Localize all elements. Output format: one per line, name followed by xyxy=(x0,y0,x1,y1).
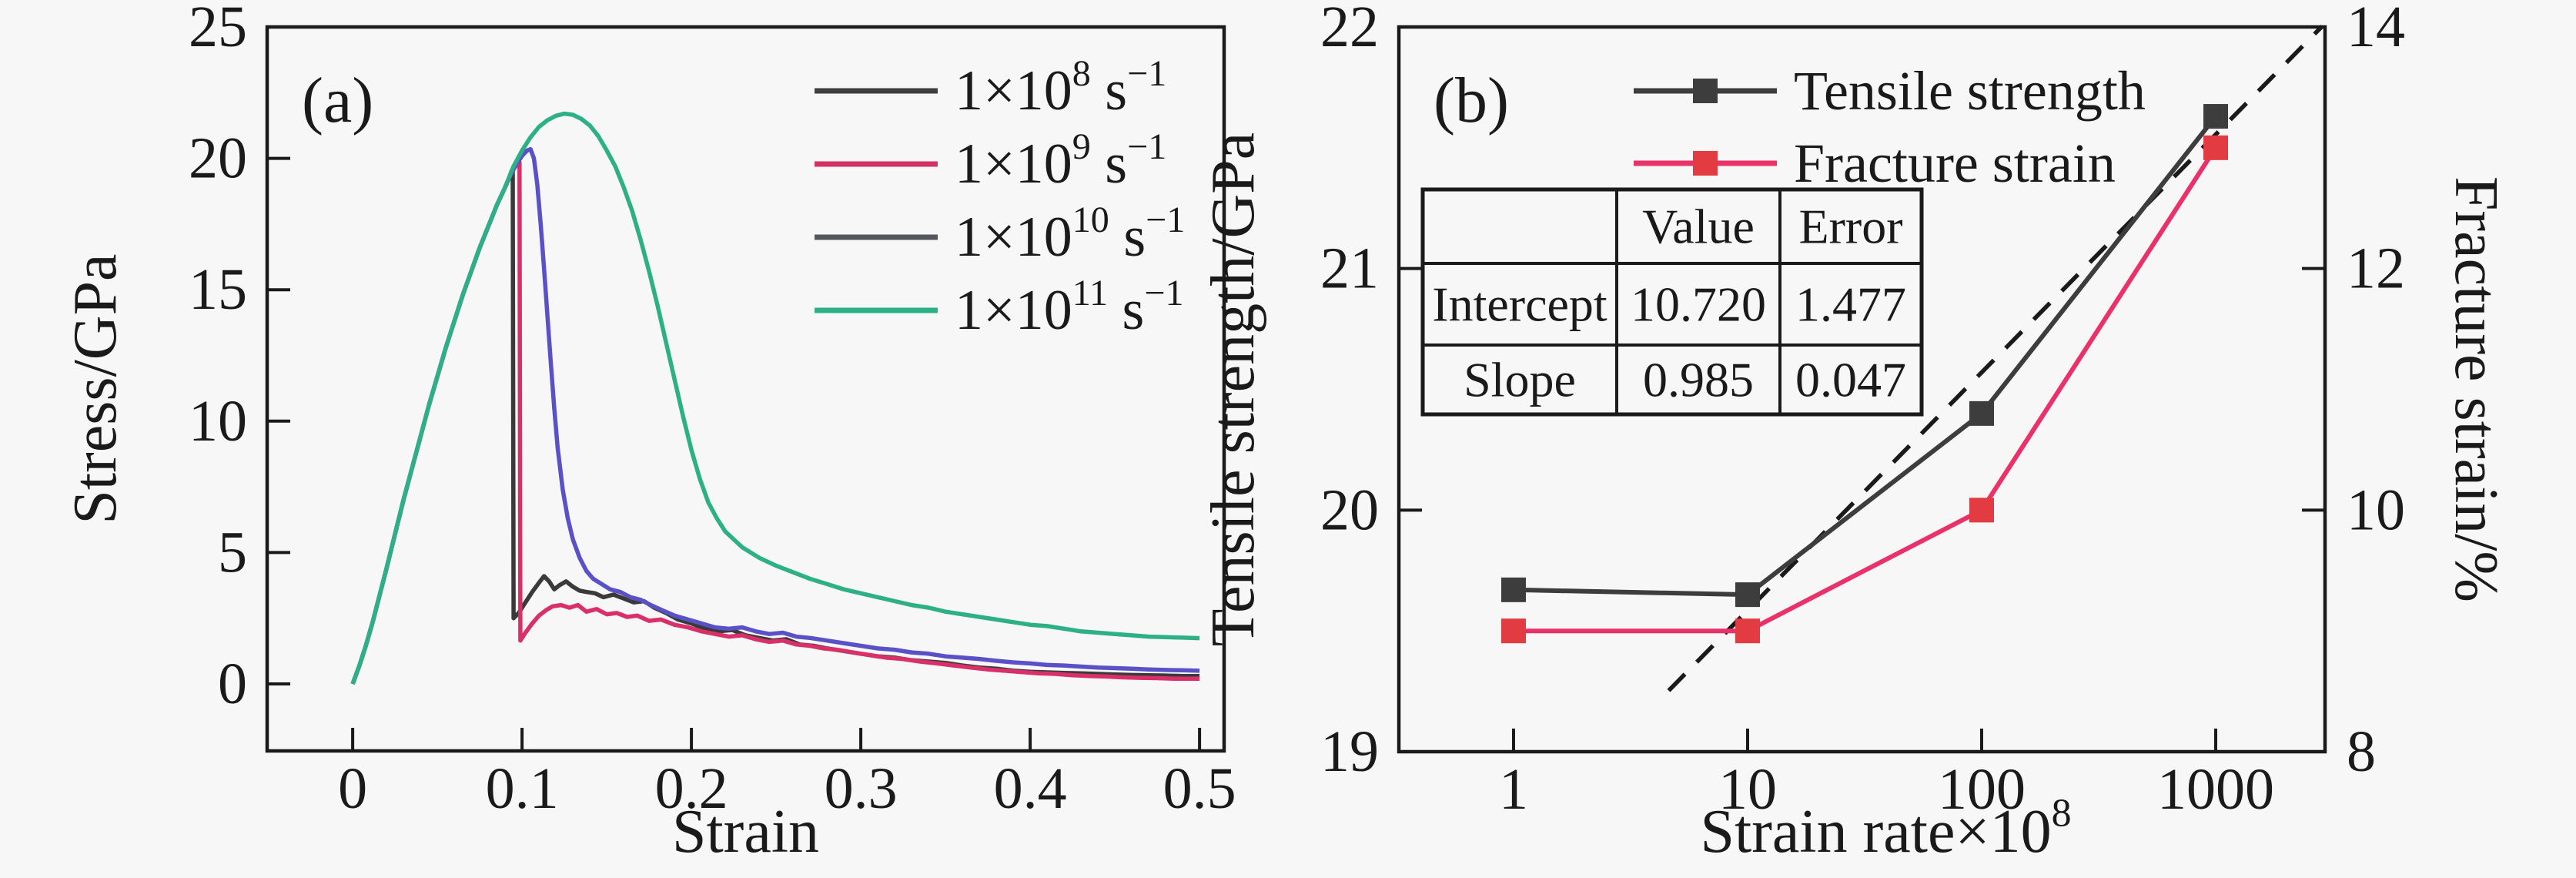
panel-b-left-ytick-label: 21 xyxy=(1320,236,1379,301)
panel-b-xtick-label: 1000 xyxy=(2157,757,2274,822)
panel-a-xtick-label: 0.2 xyxy=(655,756,728,821)
panel-b-marker-Tensile-strength xyxy=(1735,582,1760,608)
panel-b-right-ytick-label: 8 xyxy=(2347,719,2376,784)
panel-b-right-axis-title: Fracture strain/% xyxy=(2442,176,2510,602)
panel-a-xtick-label: 0 xyxy=(338,756,367,821)
table-cell: Slope xyxy=(1464,353,1576,407)
panel-b-inset-table: Value Error Intercept 10.720 1.477 Slope 0.985… xyxy=(1420,187,1924,417)
table-cell: Error xyxy=(1798,199,1902,254)
panel-b-legend-label: Fracture strain xyxy=(1794,132,2116,194)
table-outer-border xyxy=(1420,187,1924,417)
panel-a-label: (a) xyxy=(302,65,373,136)
panel-b-left-axis-title: Tensile strength/GPa xyxy=(1199,132,1267,647)
panel-b-x-axis-title: Strain rate×108 xyxy=(1701,791,2072,866)
panel-a-legend-label: 1×1011 s−1 xyxy=(955,273,1184,342)
panel-b-marker-Fracture-strain xyxy=(1969,498,1995,523)
table-cell: 0.985 xyxy=(1643,353,1754,407)
panel-b-legend-marker xyxy=(1693,151,1718,176)
table-cell: Intercept xyxy=(1432,277,1607,332)
table-cell: Value xyxy=(1642,199,1755,254)
table-cell: 10.720 xyxy=(1631,277,1766,332)
panel-b-xtick-label: 10 xyxy=(1718,757,1777,822)
panel-b-series-line-Fracture-strain xyxy=(1514,146,2218,634)
panel-b-left-ytick-label: 20 xyxy=(1320,478,1379,542)
panel-b-left-ytick-label: 22 xyxy=(1320,0,1379,59)
panel-a-series-1e11-s-1 xyxy=(350,111,1200,685)
panel-b-left-ytick-label: 19 xyxy=(1320,719,1379,784)
panel-b-right-ytick-label: 10 xyxy=(2347,478,2405,542)
table-cell: 1.477 xyxy=(1795,277,1906,332)
panel-a-ytick-label: 25 xyxy=(189,0,247,59)
panel-b-marker-Fracture-strain xyxy=(1735,618,1760,644)
panel-a-ytick-label: 20 xyxy=(189,126,247,191)
panel-a-xtick-label: 0.3 xyxy=(825,756,898,821)
panel-b-marker-Tensile-strength xyxy=(1500,577,1526,602)
panel-a-ytick-label: 0 xyxy=(218,652,247,716)
panel-a: 0 5 10 15 20 25 0 0.1 0.2 0.3 0.4 0.5 Stress/GPa Stra… xyxy=(62,0,1236,866)
panel-a-xtick-label: 0.4 xyxy=(994,756,1067,821)
panel-b-marker-Tensile-strength xyxy=(2203,104,2229,129)
panel-a-x-axis-title: Strain xyxy=(672,798,819,866)
panel-b-marker-Fracture-strain xyxy=(1500,618,1526,644)
panel-a-ytick-label: 5 xyxy=(218,520,247,585)
panel-a-ytick-label: 10 xyxy=(189,389,247,454)
panel-b: 19 20 21 22 8 10 12 14 1 10 100 1000 Tensile strengt… xyxy=(1199,0,2510,866)
panel-b-right-ytick-label: 14 xyxy=(2347,0,2405,59)
panel-b-legend-marker xyxy=(1693,79,1718,103)
panel-b-right-ytick-label: 12 xyxy=(2347,236,2405,301)
table-cell: 0.047 xyxy=(1795,353,1906,407)
panel-a-plot-box xyxy=(265,25,1226,753)
panel-a-xtick-label: 0.5 xyxy=(1163,756,1236,821)
panel-b-xtick-label: 1 xyxy=(1499,757,1528,822)
panel-a-legend-label: 1×109 s−1 xyxy=(955,126,1166,196)
panel-b-plot-box xyxy=(1397,25,2327,754)
panel-a-xtick-label: 0.1 xyxy=(486,756,559,821)
panel-a-series-1e9-s-1 xyxy=(350,159,1200,685)
panel-b-legend-label: Tensile strength xyxy=(1794,60,2146,122)
panel-b-label: (b) xyxy=(1434,65,1509,136)
panel-a-ytick-label: 15 xyxy=(189,257,247,322)
panel-b-marker-Tensile-strength xyxy=(1969,400,1995,426)
panel-a-y-axis-title: Stress/GPa xyxy=(62,253,129,524)
panel-b-xtick-label: 100 xyxy=(1938,757,2026,822)
panel-b-series-line-Tensile-strength xyxy=(1513,115,2218,598)
panel-b-marker-Fracture-strain xyxy=(2203,135,2229,160)
panel-a-legend-label: 1×1010 s−1 xyxy=(955,199,1185,269)
panel-a-legend-label: 1×108 s−1 xyxy=(955,53,1166,122)
